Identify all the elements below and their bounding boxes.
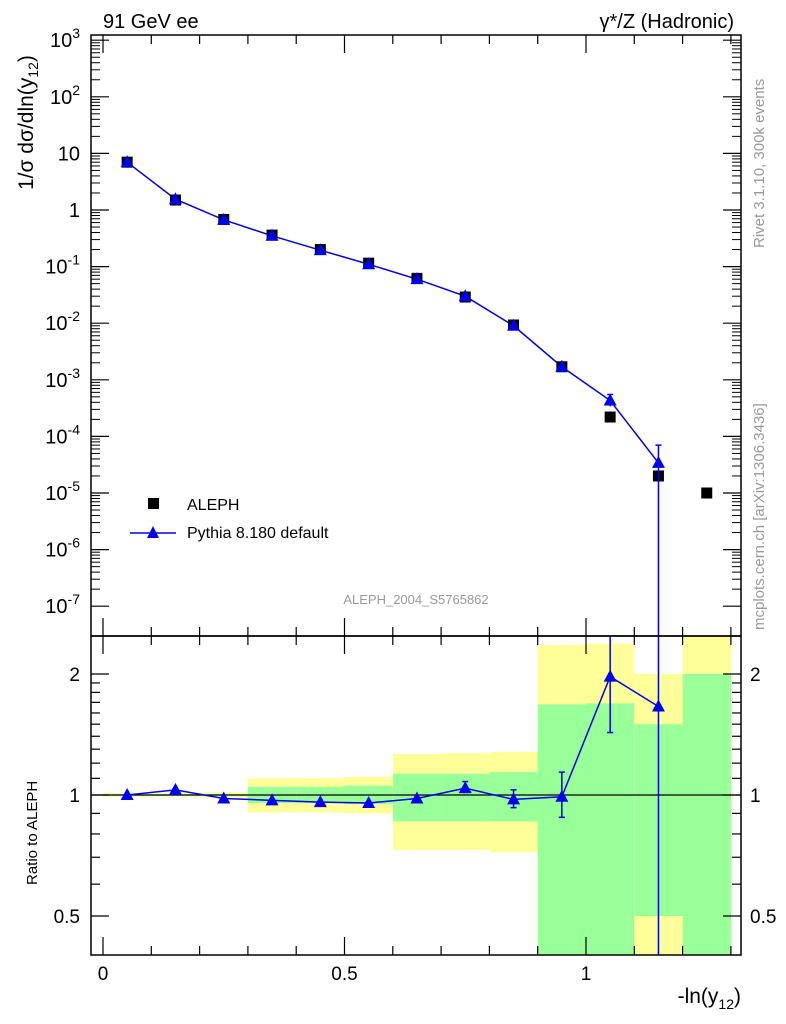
y-tick-base: 10 xyxy=(45,257,67,279)
y-tick-base: 10 xyxy=(45,313,67,335)
y-tick-label: 10-3 xyxy=(45,365,80,392)
ratio-plot-frame xyxy=(90,635,742,956)
y-tick-base: 10 xyxy=(50,30,72,52)
ratio-y-tick-label: 0.5 xyxy=(54,907,80,928)
pythia-point xyxy=(217,212,231,225)
ratio-y-tick-label: 1 xyxy=(69,786,80,807)
y-tick-base: 10 xyxy=(45,370,67,392)
xlabel-close: ) xyxy=(734,985,741,1008)
y-tick-exponent: -5 xyxy=(68,478,81,494)
y-tick-label: 10-1 xyxy=(45,252,80,279)
ratio-y-tick-label-right: 1 xyxy=(750,786,761,807)
main-ylabel: 1/σ dσ/dln(y12) xyxy=(15,55,41,190)
pythia-point xyxy=(362,257,376,270)
ratio-line xyxy=(127,675,659,804)
legend: ALEPH Pythia 8.180 default xyxy=(130,497,329,542)
ratio-point xyxy=(265,793,279,806)
pythia-point xyxy=(458,289,472,302)
pythia-line xyxy=(126,161,660,464)
pythia-point xyxy=(120,155,134,168)
aleph-point xyxy=(604,411,616,423)
y-tick-exponent: -2 xyxy=(68,308,81,324)
ratio-point xyxy=(555,789,569,802)
aleph-point xyxy=(701,487,713,499)
pythia-point xyxy=(313,243,327,256)
watermark: ALEPH_2004_S5765862 xyxy=(343,592,488,607)
ratio-y-tick-label-right: 2 xyxy=(750,665,761,686)
legend-marker-pythia xyxy=(147,526,159,538)
ratio-point xyxy=(313,795,327,808)
ratio-point xyxy=(217,791,231,804)
y-tick-exponent: -3 xyxy=(68,365,81,381)
ylabel-subscript: 12 xyxy=(25,62,41,78)
y-tick-exponent: -1 xyxy=(68,252,81,268)
y-tick-label: 10-6 xyxy=(45,535,80,562)
band-stat-12 xyxy=(682,673,731,955)
x-tick-label: 0.5 xyxy=(331,964,357,985)
ratio-point xyxy=(168,782,182,795)
side-label-rivet: Rivet 3.1.10, 300k events xyxy=(751,79,768,248)
band-stat-7 xyxy=(441,773,490,822)
y-tick-label: 103 xyxy=(50,25,80,52)
y-tick-label: 10-2 xyxy=(45,308,80,335)
ratio-point xyxy=(651,699,665,712)
pythia-point xyxy=(603,393,617,406)
svg-text:-ln(y12): -ln(y12) xyxy=(678,985,741,1012)
y-tick-base: 10 xyxy=(45,426,67,448)
ratio-point xyxy=(458,781,472,794)
ylabel-text: 1/σ dσ/dln(y xyxy=(15,77,38,190)
y-tick-exponent: -6 xyxy=(68,535,81,551)
y-tick-label: 10-7 xyxy=(45,591,80,618)
x-tick-label: 1 xyxy=(581,964,592,985)
y-tick-label: 1 xyxy=(69,200,80,222)
pythia-point xyxy=(507,318,521,331)
y-tick-exponent: -7 xyxy=(68,591,81,607)
y-tick-base: 10 xyxy=(45,483,67,505)
y-tick-label: 10 xyxy=(58,143,80,165)
ratio-y-tick-label-right: 0.5 xyxy=(750,907,776,928)
xlabel: -ln(y12) xyxy=(678,985,741,1012)
ratio-y-tick-label: 2 xyxy=(69,665,80,686)
pythia-point xyxy=(410,272,424,285)
ratio-point xyxy=(410,791,424,804)
ratio-point xyxy=(603,669,617,682)
y-tick-base: 10 xyxy=(45,540,67,562)
pythia-point xyxy=(265,228,279,241)
legend-label-aleph: ALEPH xyxy=(187,497,239,514)
xlabel-subscript: 12 xyxy=(718,996,734,1012)
legend-marker-aleph xyxy=(148,498,159,509)
ylabel-close: ) xyxy=(15,55,38,62)
band-stat-9 xyxy=(537,704,586,955)
pythia-point xyxy=(651,455,665,468)
xlabel-text: -ln(y xyxy=(678,985,719,1008)
ratio-point xyxy=(362,796,376,809)
legend-label-pythia: Pythia 8.180 default xyxy=(187,525,329,542)
y-tick-label: 10-4 xyxy=(45,421,80,448)
axes-ticks: 0 0.5 110310210110-110-210-310-410-510-610… xyxy=(45,25,776,985)
y-tick-label: 10-5 xyxy=(45,478,80,505)
pythia-point xyxy=(555,359,569,372)
y-tick-base: 10 xyxy=(45,596,67,618)
ratio-point xyxy=(120,788,134,800)
band-stat-10 xyxy=(586,703,635,955)
title-right: γ*/Z (Hadronic) xyxy=(600,11,734,33)
y-tick-base: 10 xyxy=(50,87,72,109)
y-tick-exponent: -4 xyxy=(68,421,81,437)
main-plot-frame xyxy=(90,34,742,637)
y-tick-exponent: 2 xyxy=(72,82,80,98)
ratio-point xyxy=(507,792,521,805)
title-left: 91 GeV ee xyxy=(103,11,199,33)
y-tick-label: 102 xyxy=(50,82,80,109)
y-tick-exponent: 3 xyxy=(72,25,80,41)
data-marks xyxy=(120,155,713,955)
ratio-ylabel: Ratio to ALEPH xyxy=(24,781,41,885)
x-tick-label: 0 xyxy=(98,964,109,985)
side-label-mcplots: mcplots.cern.ch [arXiv:1306.3436] xyxy=(751,403,768,630)
pythia-point xyxy=(168,192,182,205)
svg-text:1/σ dσ/dln(y12): 1/σ dσ/dln(y12) xyxy=(15,55,41,190)
